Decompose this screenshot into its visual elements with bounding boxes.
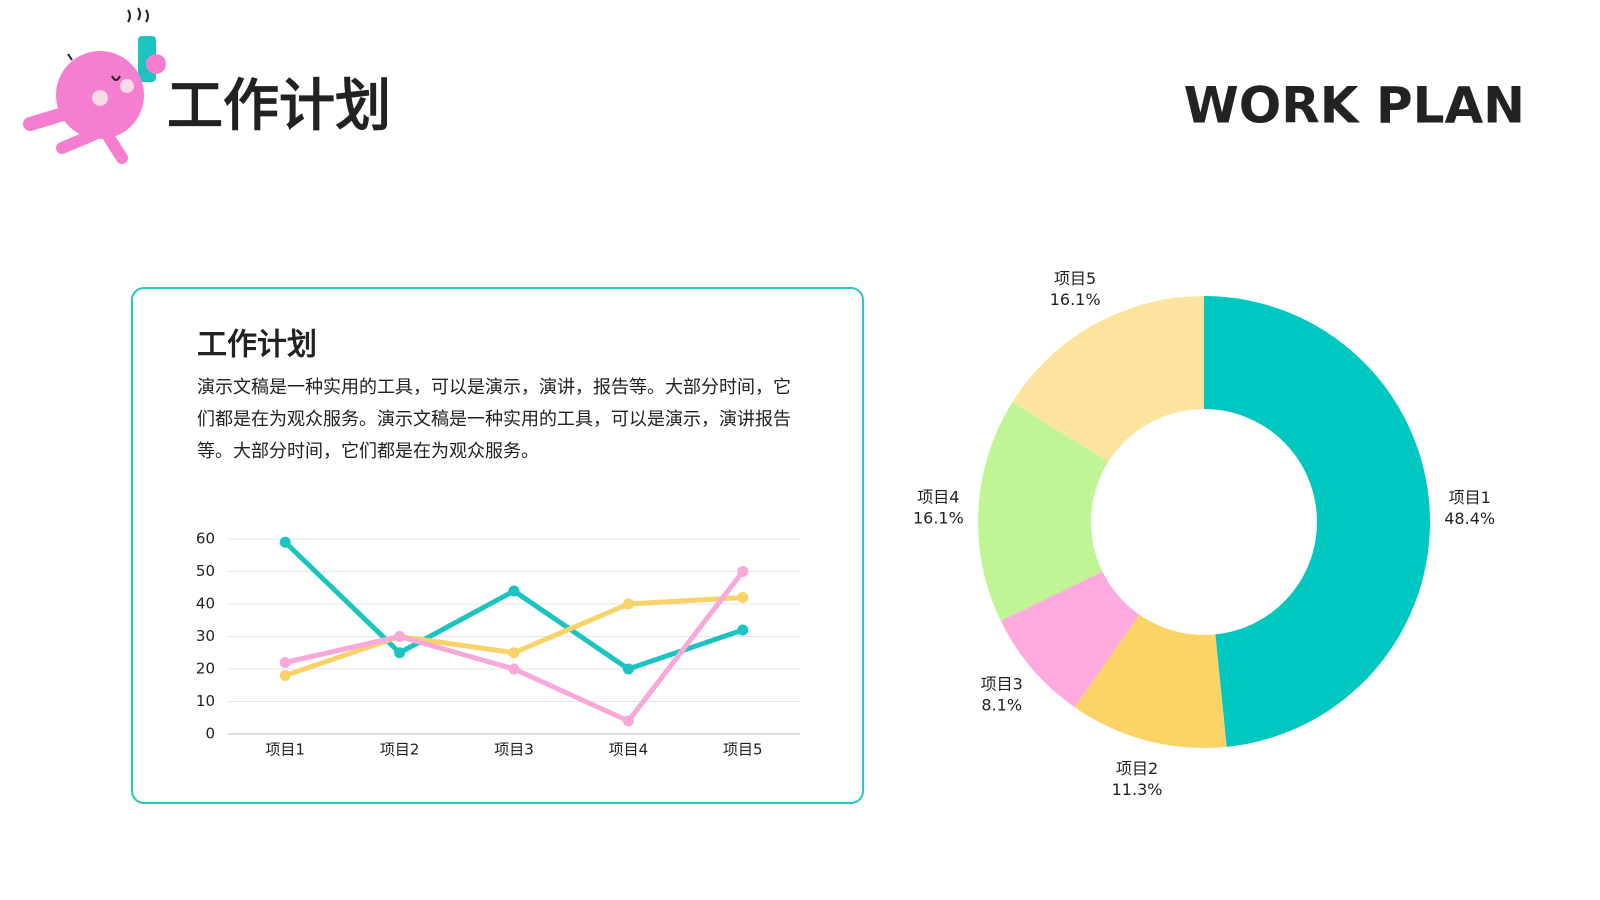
x-tick-label: 项目1	[265, 741, 305, 759]
y-tick-label: 50	[196, 562, 215, 580]
donut-slice	[977, 402, 1109, 621]
card	[131, 287, 864, 804]
slice-value-label: 16.1%	[1050, 290, 1101, 309]
point	[508, 663, 520, 675]
slice-label: 项目1	[1449, 488, 1491, 507]
point	[508, 647, 520, 659]
y-tick-label: 40	[196, 595, 215, 613]
card-text: 演示文稿是一种实用的工具，可以是演示，演讲，报告等。大部分时间，它们都是在为观众…	[197, 377, 791, 462]
point	[622, 663, 634, 675]
point	[508, 585, 520, 597]
point	[622, 715, 634, 727]
slice-label: 项目2	[1116, 759, 1158, 778]
y-tick-label: 30	[196, 627, 215, 645]
point	[737, 592, 749, 603]
slice-value-label: 11.3%	[1112, 780, 1163, 799]
y-tick-label: 60	[196, 530, 215, 548]
point	[737, 624, 749, 636]
donut-slice	[1204, 296, 1431, 747]
x-tick-label: 项目2	[380, 741, 420, 759]
point	[737, 566, 749, 577]
slice-label: 项目5	[1054, 269, 1096, 288]
page-title: 工作计划	[167, 74, 391, 139]
slice-value-label: 8.1%	[981, 695, 1022, 714]
point	[394, 631, 406, 642]
y-tick-label: 0	[205, 725, 215, 743]
y-tick-label: 10	[196, 692, 215, 710]
point	[622, 598, 634, 610]
donut-slice	[1000, 571, 1140, 708]
point	[279, 536, 291, 548]
y-tick-label: 20	[196, 660, 215, 678]
page-subtitle: WORK PLAN	[1184, 77, 1525, 135]
card-title: 工作计划	[197, 328, 317, 363]
point	[394, 647, 406, 659]
point	[279, 657, 291, 668]
donut-slice	[1012, 296, 1204, 463]
donut-slice	[1074, 614, 1227, 748]
slice-label: 项目4	[917, 487, 959, 506]
point	[279, 670, 291, 681]
x-tick-label: 项目3	[494, 741, 534, 759]
slice-value-label: 48.4%	[1444, 509, 1495, 528]
slice-value-label: 16.1%	[913, 508, 964, 527]
slice-label: 项目3	[981, 674, 1023, 693]
x-tick-label: 项目5	[723, 741, 763, 759]
x-tick-label: 项目4	[609, 741, 649, 759]
mascot	[23, 7, 166, 164]
